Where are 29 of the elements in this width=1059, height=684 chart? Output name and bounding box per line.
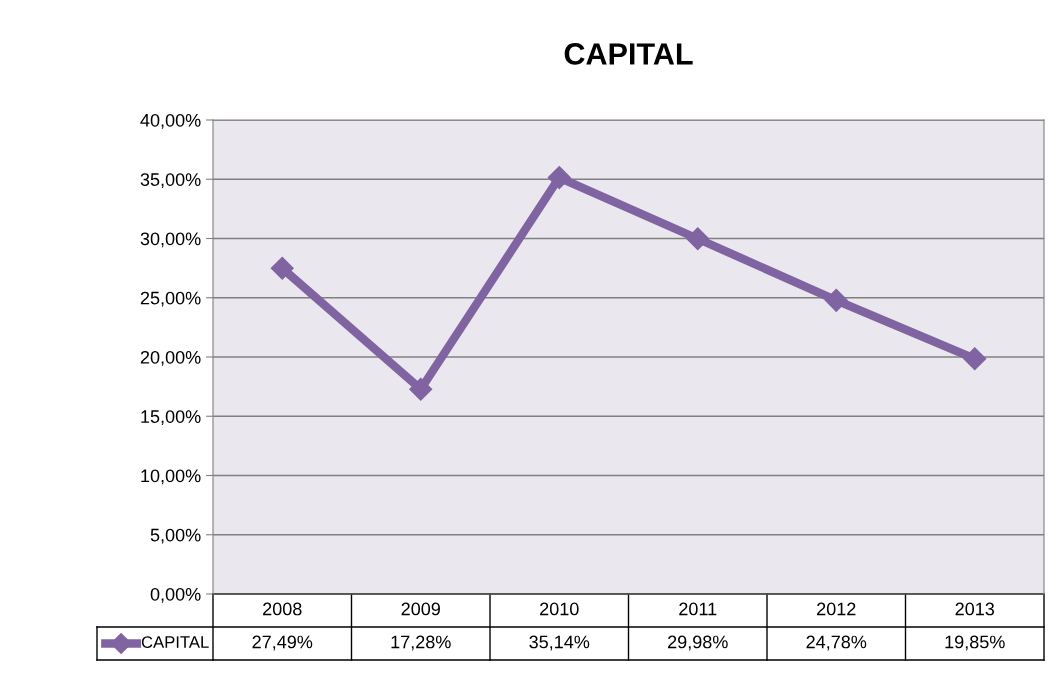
data-label: 29,98% (668, 635, 728, 651)
x-tick-label: 2008 (263, 602, 302, 616)
data-label: 17,28% (391, 635, 451, 651)
point (409, 377, 433, 401)
y-tick-label: 30,00% (140, 232, 201, 248)
x-tick-label: 2012 (817, 602, 856, 616)
point (270, 256, 294, 280)
y-tick-label: 0,00% (150, 587, 201, 603)
y-tick-label: 15,00% (141, 410, 201, 426)
y-tick-label: 35,00% (140, 173, 201, 189)
data-label: 19,85% (945, 635, 1005, 651)
y-tick-label: 20,00% (140, 350, 201, 366)
x-tick-label: 2010 (540, 602, 579, 616)
point (963, 347, 987, 371)
x-tick-label: 2011 (679, 602, 717, 616)
y-tick-label: 40,00% (140, 113, 201, 129)
point (824, 288, 848, 312)
point (686, 227, 710, 251)
data-label: 27,49% (252, 635, 313, 651)
data-label: 35,14% (529, 635, 590, 651)
y-tick-label: 5,00% (150, 528, 201, 544)
y-tick-label: 25,00% (140, 291, 201, 307)
x-tick-label: 2013 (955, 602, 995, 616)
chart-title: CAPITAL (564, 43, 693, 65)
y-tick-label: 10,00% (141, 469, 201, 485)
point (547, 166, 571, 190)
x-tick-label: 2009 (401, 602, 440, 616)
legend-label: CAPITAL (141, 636, 209, 648)
data-label: 24,78% (806, 635, 867, 651)
